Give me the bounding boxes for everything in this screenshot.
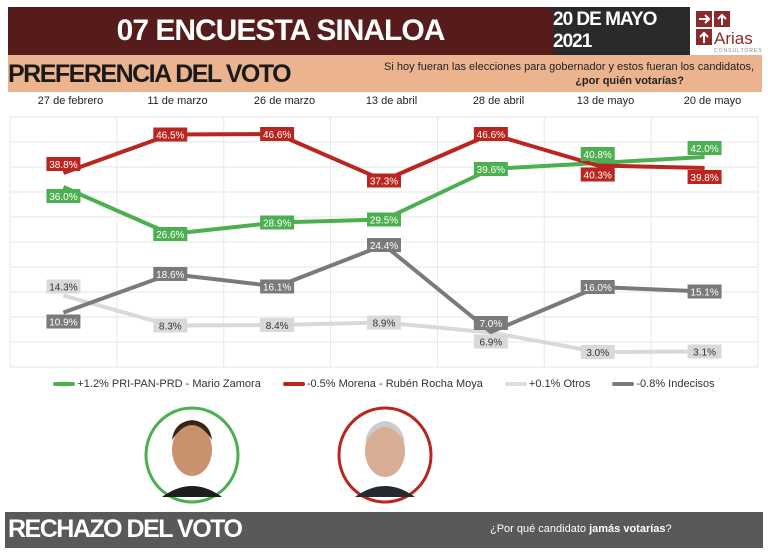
x-tick-label: 27 de febrero [37, 95, 104, 107]
svg-text:Arias: Arias [714, 29, 753, 48]
date-axis: 27 de febrero 11 de marzo 26 de marzo 13… [8, 95, 762, 113]
data-point [260, 318, 295, 332]
candidate-photos [144, 406, 433, 504]
data-label: 37.3% [370, 177, 398, 188]
question-text: ¿Por qué candidato [490, 523, 590, 535]
legend-swatch [53, 382, 76, 386]
data-label: 8.4% [266, 321, 289, 332]
section-title: PREFERENCIA DEL VOTO [8, 60, 292, 88]
x-tick-label: 28 de abril [472, 95, 525, 107]
survey-question: Si hoy fueran las elecciones para gobern… [384, 60, 754, 88]
data-label: 40.8% [584, 150, 612, 161]
data-label: 42.0% [690, 144, 718, 155]
legend-item: -0.5% Morena - Rubén Rocha Moya [282, 378, 483, 390]
question-line-1: Si hoy fueran las elecciones para gobern… [384, 61, 754, 73]
x-tick-label: 20 de mayo [683, 95, 742, 107]
data-point [46, 314, 81, 329]
data-point [687, 284, 722, 299]
data-point [260, 215, 295, 230]
data-point [580, 280, 615, 294]
legend-label: +1.2% PRI-PAN-PRD - Mario Zamora [77, 378, 261, 390]
data-point [367, 212, 401, 227]
arias-logo: Arias CONSULTORES [690, 7, 762, 55]
data-label: 46.5% [156, 131, 184, 142]
survey-date: 20 DE MAYO 2021 [553, 7, 690, 55]
data-label: 26.6% [156, 230, 184, 241]
survey-title: 07 ENCUESTA SINALOA [8, 7, 553, 55]
candidate-photo-rocha [337, 406, 433, 504]
data-label: 38.8% [49, 160, 77, 171]
data-label: 16.0% [584, 283, 612, 294]
legend-item: +0.1% Otros [504, 378, 591, 390]
line-chart: 14.3% 8.3% 8.4% 8.9% 6.9% 3.0% 3.1% 10.9% 18.6% 1… [9, 116, 759, 368]
data-label: 39.6% [477, 165, 505, 176]
legend-label: -0.5% Morena - Rubén Rocha Moya [306, 378, 483, 390]
svg-text:CONSULTORES: CONSULTORES [714, 48, 762, 54]
data-point [260, 279, 295, 294]
x-tick-label: 26 de marzo [253, 95, 316, 107]
data-point [687, 170, 722, 184]
question-line-2: ¿por quién votarías? [575, 75, 684, 87]
legend-swatch [282, 382, 305, 386]
data-label: 24.4% [370, 241, 398, 252]
legend-swatch [504, 382, 527, 386]
legend-item: -0.8% Indecisos [612, 378, 715, 390]
legend-label: +0.1% Otros [528, 378, 591, 390]
data-point [367, 173, 401, 188]
data-point [46, 189, 81, 203]
data-label: 40.3% [584, 171, 612, 182]
legend-swatch [612, 382, 635, 386]
legend-item: +1.2% PRI-PAN-PRD - Mario Zamora [53, 378, 261, 390]
data-label: 46.6% [263, 130, 291, 141]
data-label: 18.6% [156, 270, 184, 281]
data-label: 7.0% [479, 319, 502, 330]
data-label: 46.6% [477, 130, 505, 141]
legend-label: -0.8% Indecisos [636, 378, 715, 390]
x-tick-label: 13 de mayo [576, 95, 635, 107]
data-label: 6.9% [479, 338, 502, 349]
question-end: ? [665, 523, 672, 535]
data-point [687, 344, 722, 359]
data-point [46, 157, 81, 171]
data-point [580, 345, 615, 359]
data-point [153, 127, 188, 142]
data-point [153, 227, 188, 241]
data-label: 39.8% [690, 173, 718, 184]
data-label: 3.1% [693, 348, 716, 359]
data-point [580, 147, 615, 161]
data-label: 3.0% [586, 348, 609, 359]
rejection-question: ¿Por qué candidato jamás votarías? [490, 523, 672, 535]
rejection-band [5, 512, 763, 548]
data-point [473, 334, 508, 349]
subheader-band [8, 55, 762, 92]
data-label: 36.0% [49, 192, 77, 203]
question-emphasis: jamás votarías [589, 523, 666, 535]
data-label: 8.3% [159, 322, 182, 333]
data-label: 15.1% [690, 288, 718, 299]
data-point [473, 316, 508, 330]
data-point [46, 279, 81, 294]
data-point [367, 238, 401, 252]
data-label: 28.9% [263, 219, 291, 230]
legend: +1.2% PRI-PAN-PRD - Mario Zamora -0.5% M… [0, 378, 768, 390]
data-label: 14.3% [49, 283, 77, 294]
data-label: 10.9% [49, 318, 77, 329]
data-label: 16.1% [263, 283, 291, 294]
data-point [473, 162, 508, 176]
data-point [367, 315, 401, 330]
data-point [153, 267, 188, 281]
section-title-rejection: RECHAZO DEL VOTO [8, 515, 243, 543]
data-point [260, 127, 295, 141]
data-point [687, 141, 722, 155]
data-point [580, 167, 615, 182]
data-point [153, 318, 188, 333]
data-label: 8.9% [373, 319, 396, 330]
data-point [473, 127, 508, 141]
data-label: 29.5% [370, 216, 398, 227]
x-tick-label: 11 de marzo [147, 95, 208, 107]
candidate-photo-zamora [144, 406, 240, 504]
x-tick-label: 13 de abril [365, 95, 418, 107]
